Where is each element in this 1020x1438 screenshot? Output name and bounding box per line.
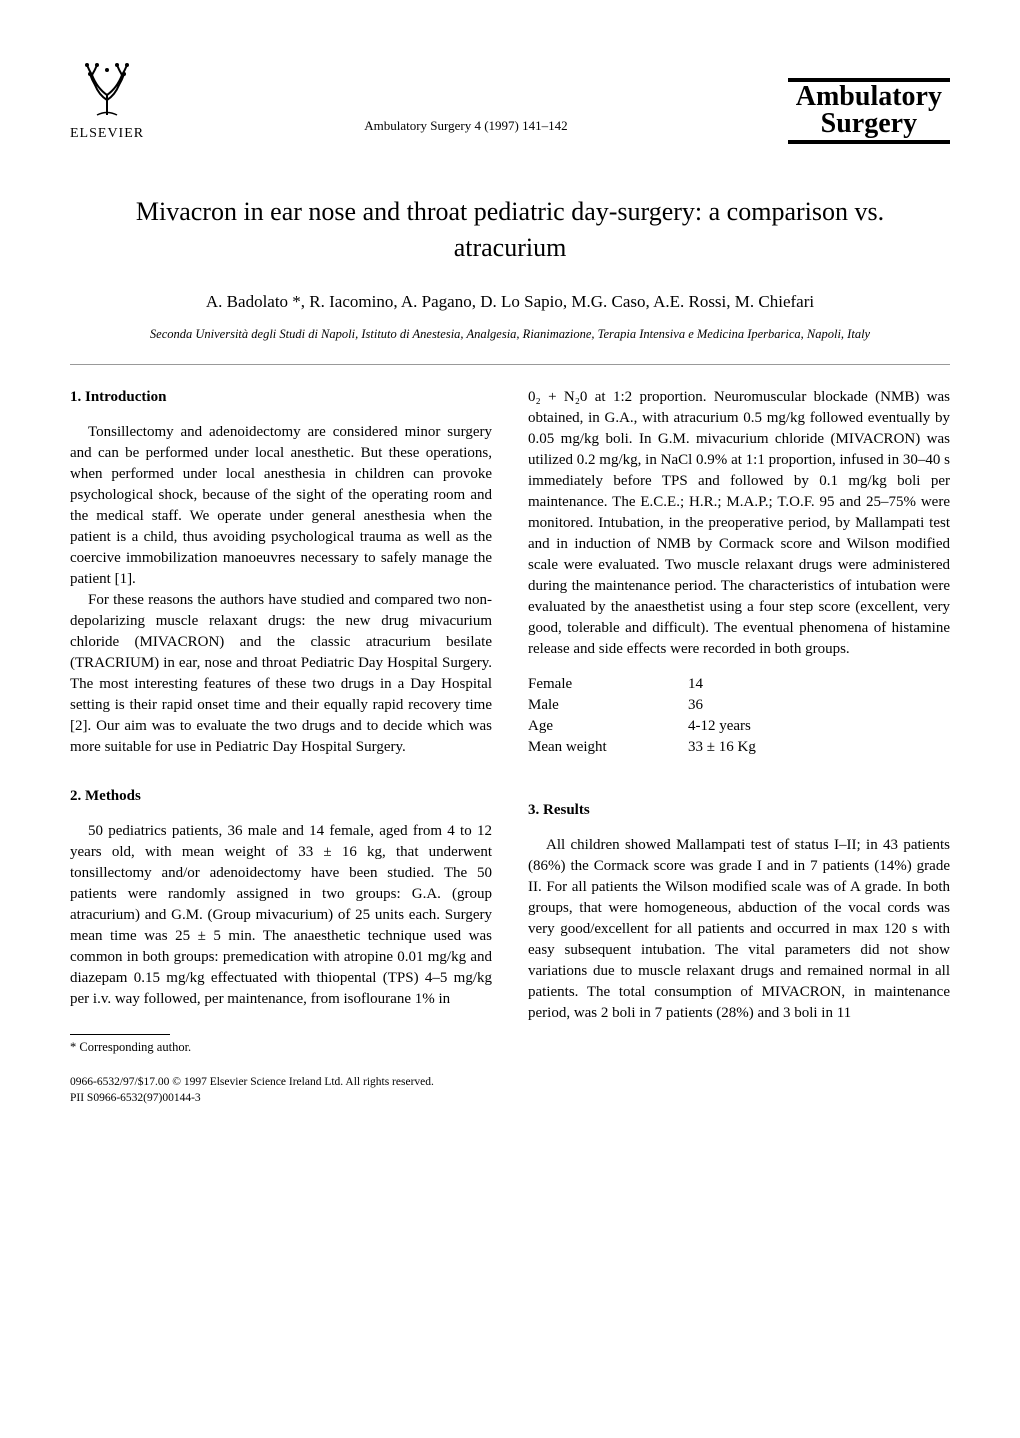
demog-label: Female	[528, 674, 688, 695]
demographics-table: Female 14 Male 36 Age 4-12 years Mean we…	[528, 674, 950, 758]
journal-title-block: Ambulatory Surgery	[788, 78, 950, 143]
authors-list: A. Badolato *, R. Iacomino, A. Pagano, D…	[70, 290, 950, 314]
corresponding-author-footnote: * Corresponding author.	[70, 1039, 492, 1057]
methods-paragraph-2: 0₂ + N₂0 at 1:2 proportion. Neuromuscula…	[528, 387, 950, 660]
content-columns: 1. Introduction Tonsillectomy and adenoi…	[70, 387, 950, 1057]
pii-line: PII S0966-6532(97)00144-3	[70, 1090, 950, 1106]
results-heading: 3. Results	[528, 800, 950, 821]
right-column: 0₂ + N₂0 at 1:2 proportion. Neuromuscula…	[528, 387, 950, 1057]
demog-value: 33 ± 16 Kg	[688, 737, 950, 758]
demog-value: 14	[688, 674, 950, 695]
demog-value: 36	[688, 695, 950, 716]
footnote-separator	[70, 1034, 170, 1035]
intro-paragraph-1: Tonsillectomy and adenoidectomy are cons…	[70, 422, 492, 590]
demog-label: Male	[528, 695, 688, 716]
affiliation: Seconda Università degli Studi di Napoli…	[70, 326, 950, 344]
copyright-line: 0966-6532/97/$17.00 © 1997 Elsevier Scie…	[70, 1074, 950, 1090]
journal-title-line2: Surgery	[821, 111, 917, 138]
table-row: Female 14	[528, 674, 950, 695]
journal-reference: Ambulatory Surgery 4 (1997) 141–142	[364, 117, 567, 135]
journal-title-line1: Ambulatory	[796, 84, 942, 111]
demog-value: 4-12 years	[688, 716, 950, 737]
table-row: Male 36	[528, 695, 950, 716]
left-column: 1. Introduction Tonsillectomy and adenoi…	[70, 387, 492, 1057]
methods-heading: 2. Methods	[70, 786, 492, 807]
table-row: Mean weight 33 ± 16 Kg	[528, 737, 950, 758]
publisher-name: ELSEVIER	[70, 124, 144, 144]
header-separator	[70, 364, 950, 365]
intro-heading: 1. Introduction	[70, 387, 492, 408]
methods-paragraph-1: 50 pediatrics patients, 36 male and 14 f…	[70, 821, 492, 1010]
demog-label: Age	[528, 716, 688, 737]
demog-label: Mean weight	[528, 737, 688, 758]
table-row: Age 4-12 years	[528, 716, 950, 737]
elsevier-tree-icon	[77, 60, 137, 120]
publisher-block: ELSEVIER	[70, 60, 144, 144]
page-header: ELSEVIER Ambulatory Surgery 4 (1997) 141…	[70, 60, 950, 144]
results-paragraph-1: All children showed Mallampati test of s…	[528, 835, 950, 1024]
article-title: Mivacron in ear nose and throat pediatri…	[130, 194, 890, 267]
intro-paragraph-2: For these reasons the authors have studi…	[70, 590, 492, 758]
